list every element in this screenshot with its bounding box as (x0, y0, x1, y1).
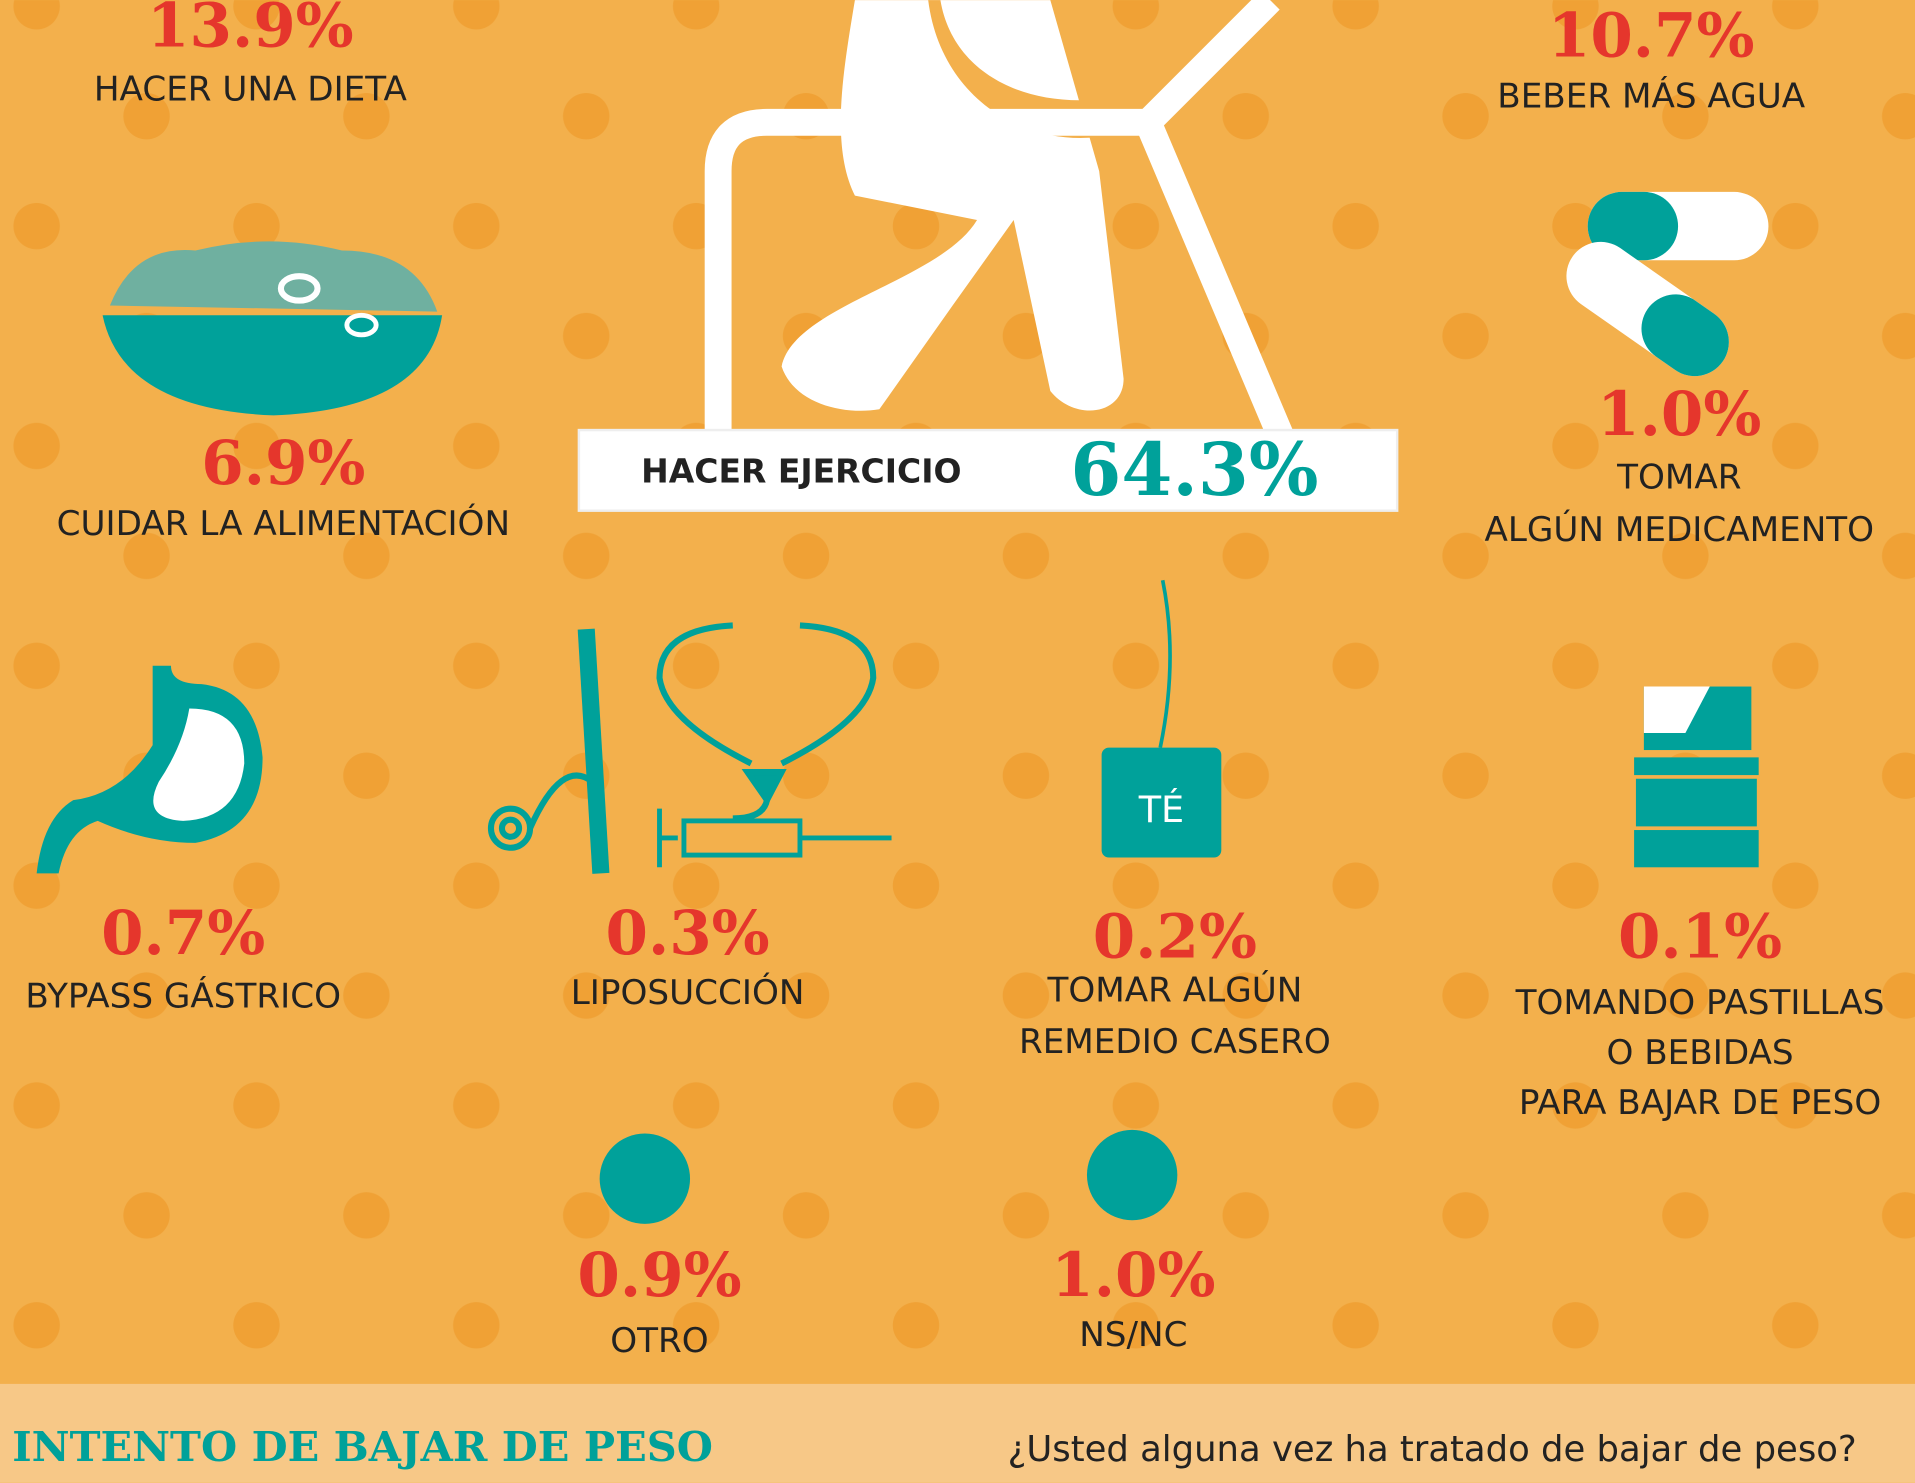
footer-band (0, 1383, 1915, 1483)
item-label: ALGÚN MEDICAMENTO (1484, 509, 1874, 550)
item-label: TOMANDO PASTILLAS (1515, 983, 1885, 1023)
footer-title: INTENTO DE BAJAR DE PESO (12, 1422, 713, 1471)
liposuction-icon (487, 622, 892, 874)
exercise-value: 64.3% (1070, 427, 1318, 513)
percent-value: 1.0% (1051, 1240, 1215, 1311)
item-label: LIPOSUCCIÓN (571, 972, 805, 1013)
salad-icon (102, 241, 443, 416)
item-label: BEBER MÁS AGUA (1497, 76, 1805, 117)
item-label: O BEBIDAS (1606, 1033, 1793, 1073)
percent-value: 10.7% (1548, 0, 1755, 71)
percent-value: 0.3% (605, 898, 769, 969)
item-label: NS/NC (1079, 1315, 1187, 1355)
nsnc-icon (1086, 1129, 1178, 1221)
item-label: BYPASS GÁSTRICO (25, 976, 341, 1017)
treadmill-icon (577, 0, 1399, 512)
percent-value: 0.9% (577, 1240, 741, 1311)
percent-value: 13.9% (147, 0, 354, 62)
item-label: REMEDIO CASERO (1019, 1022, 1331, 1062)
item-label: TOMAR (1616, 458, 1741, 498)
pills-icon (1566, 191, 1769, 377)
percent-value: 6.9% (201, 428, 365, 499)
tea-tag: TÉ (1138, 787, 1185, 831)
item-label: TOMAR ALGÚN (1046, 970, 1302, 1011)
item-label: CUIDAR LA ALIMENTACIÓN (57, 503, 510, 544)
jar-icon (1632, 686, 1761, 868)
percent-value: 0.7% (101, 898, 265, 969)
exercise-label: HACER EJERCICIO (641, 452, 961, 491)
percent-value: 0.2% (1093, 902, 1257, 973)
stomach-icon (36, 665, 263, 874)
tea-icon (1101, 579, 1222, 858)
item-label: HACER UNA DIETA (94, 69, 408, 109)
footer-question: ¿Usted alguna vez ha tratado de bajar de… (1008, 1429, 1857, 1470)
percent-value: 1.0% (1597, 379, 1761, 450)
other-icon (599, 1133, 691, 1224)
item-label: OTRO (610, 1321, 708, 1361)
percent-value: 0.1% (1618, 902, 1782, 973)
item-label: PARA BAJAR DE PESO (1519, 1083, 1881, 1123)
